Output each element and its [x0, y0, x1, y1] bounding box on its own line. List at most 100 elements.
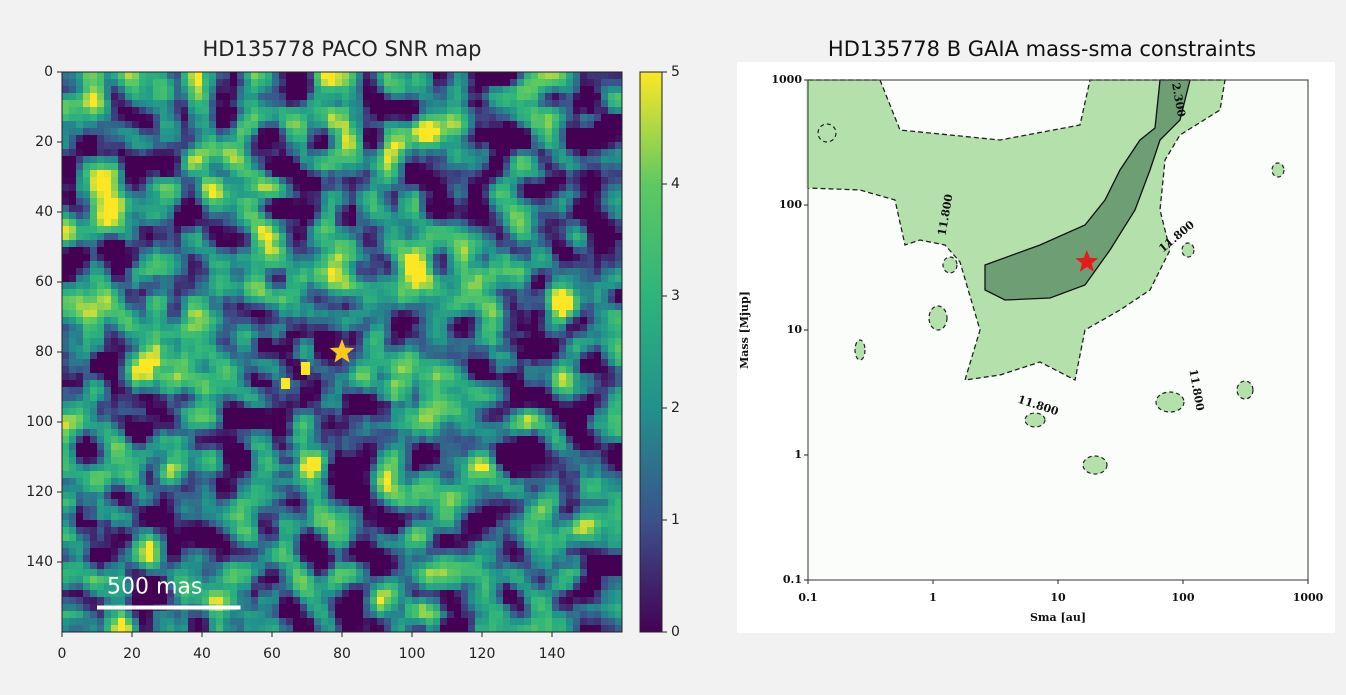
pixel — [83, 499, 90, 506]
pixel — [461, 261, 468, 268]
pixel — [202, 254, 209, 261]
pixel — [468, 380, 475, 387]
pixel — [615, 212, 622, 219]
pixel — [328, 471, 335, 478]
pixel — [608, 282, 615, 289]
pixel — [69, 156, 76, 163]
pixel — [195, 415, 202, 422]
pixel — [90, 373, 97, 380]
pixel — [517, 436, 524, 443]
pixel — [594, 422, 601, 429]
pixel — [286, 149, 293, 156]
pixel — [265, 471, 272, 478]
pixel — [545, 464, 552, 471]
pixel — [517, 415, 524, 422]
pixel — [349, 485, 356, 492]
pixel — [321, 107, 328, 114]
pixel — [524, 114, 531, 121]
pixel — [321, 198, 328, 205]
pixel — [426, 142, 433, 149]
pixel — [377, 149, 384, 156]
pixel — [356, 177, 363, 184]
pixel — [384, 240, 391, 247]
pixel — [265, 415, 272, 422]
pixel — [90, 268, 97, 275]
pixel — [97, 219, 104, 226]
pixel — [517, 177, 524, 184]
pixel — [440, 177, 447, 184]
pixel — [510, 275, 517, 282]
pixel — [293, 471, 300, 478]
pixel — [426, 156, 433, 163]
pixel — [244, 387, 251, 394]
pixel — [223, 422, 230, 429]
pixel — [517, 135, 524, 142]
pixel — [223, 107, 230, 114]
pixel — [195, 310, 202, 317]
pixel — [566, 79, 573, 86]
pixel — [608, 191, 615, 198]
pixel — [349, 338, 356, 345]
pixel — [265, 282, 272, 289]
pixel — [279, 233, 286, 240]
pixel — [244, 408, 251, 415]
pixel — [454, 289, 461, 296]
pixel — [391, 352, 398, 359]
pixel — [328, 310, 335, 317]
pixel — [111, 275, 118, 282]
pixel — [377, 198, 384, 205]
pixel — [580, 149, 587, 156]
pixel — [244, 107, 251, 114]
pixel — [573, 401, 580, 408]
pixel — [545, 485, 552, 492]
pixel — [216, 198, 223, 205]
pixel — [314, 436, 321, 443]
pixel — [69, 107, 76, 114]
pixel — [251, 422, 258, 429]
pixel — [552, 478, 559, 485]
pixel — [503, 72, 510, 79]
pixel — [188, 107, 195, 114]
pixel — [440, 401, 447, 408]
pixel — [349, 450, 356, 457]
pixel — [300, 394, 307, 401]
pixel — [356, 303, 363, 310]
pixel — [524, 268, 531, 275]
pixel — [230, 156, 237, 163]
pixel — [356, 275, 363, 282]
pixel — [573, 191, 580, 198]
pixel — [111, 464, 118, 471]
pixel — [265, 394, 272, 401]
pixel — [545, 198, 552, 205]
pixel — [181, 254, 188, 261]
pixel — [461, 107, 468, 114]
pixel — [377, 135, 384, 142]
pixel — [146, 303, 153, 310]
pixel — [251, 506, 258, 513]
pixel — [356, 170, 363, 177]
pixel — [552, 471, 559, 478]
pixel — [580, 415, 587, 422]
pixel — [76, 156, 83, 163]
pixel — [363, 156, 370, 163]
pixel — [454, 338, 461, 345]
pixel — [258, 282, 265, 289]
pixel — [405, 408, 412, 415]
pixel — [230, 254, 237, 261]
pixel — [223, 457, 230, 464]
pixel — [601, 184, 608, 191]
pixel — [293, 499, 300, 506]
pixel — [412, 450, 419, 457]
pixel — [363, 282, 370, 289]
pixel — [132, 296, 139, 303]
pixel — [97, 121, 104, 128]
pixel — [90, 359, 97, 366]
pixel — [195, 331, 202, 338]
pixel — [118, 366, 125, 373]
pixel — [174, 100, 181, 107]
pixel — [587, 478, 594, 485]
pixel — [524, 408, 531, 415]
pixel — [104, 492, 111, 499]
pixel — [433, 79, 440, 86]
pixel — [384, 317, 391, 324]
